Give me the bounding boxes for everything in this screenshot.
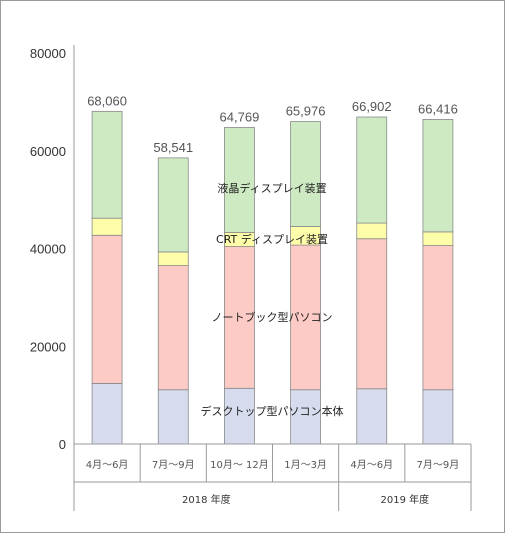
x-category-label: 4月～6月 bbox=[350, 459, 393, 471]
bar-segment bbox=[91, 217, 123, 236]
series-label: CRT ディスプレイ装置 bbox=[216, 232, 328, 246]
x-category-label: 1月～3月 bbox=[284, 459, 327, 471]
bar-total-label: 64,769 bbox=[220, 109, 260, 124]
series-label: 液晶ディスプレイ装置 bbox=[217, 181, 326, 195]
series-label: ノートブック型パソコン bbox=[212, 310, 333, 324]
y-tick-label: 40000 bbox=[30, 242, 66, 257]
x-category-label: 4月～6月 bbox=[86, 459, 129, 471]
bar-segment bbox=[157, 251, 189, 267]
x-category-label: 10月～ 12月 bbox=[210, 459, 269, 471]
bar-segment bbox=[290, 389, 321, 445]
fiscal-year-label: 2018 年度 bbox=[182, 493, 231, 506]
bar-segment bbox=[290, 244, 321, 391]
bar-segment bbox=[422, 389, 454, 445]
fiscal-year-label: 2019 年度 bbox=[381, 493, 430, 506]
series-label: デスクトップ型パソコン本体 bbox=[201, 404, 344, 418]
bar-segment bbox=[422, 231, 454, 246]
x-category-label: 7月～9月 bbox=[152, 459, 195, 471]
bar-segment bbox=[157, 265, 189, 391]
bar-segment bbox=[356, 388, 388, 445]
bar-segment bbox=[157, 157, 189, 253]
bar-total-label: 66,416 bbox=[418, 101, 458, 116]
bar-segment bbox=[224, 246, 255, 389]
bar-total-label: 66,902 bbox=[352, 99, 392, 114]
bar-segment bbox=[422, 245, 454, 391]
bar-segment bbox=[157, 389, 189, 445]
bar-segment bbox=[356, 116, 388, 224]
bar-segment bbox=[91, 234, 123, 384]
y-tick-label: 20000 bbox=[30, 339, 66, 354]
bar-segment bbox=[290, 121, 321, 227]
x-category-label: 7月～9月 bbox=[417, 459, 460, 471]
bar-segment bbox=[422, 118, 454, 233]
bar-segment bbox=[224, 127, 255, 233]
y-tick-label: 60000 bbox=[30, 144, 66, 159]
bar-total-label: 58,541 bbox=[153, 140, 193, 155]
y-tick-label: 0 bbox=[59, 437, 66, 452]
y-tick-label: 80000 bbox=[30, 46, 66, 61]
bar-segment bbox=[91, 110, 123, 219]
bar-segment bbox=[224, 387, 255, 445]
bar-segment bbox=[356, 222, 388, 240]
bar-total-label: 68,060 bbox=[87, 93, 127, 108]
bar-segment bbox=[356, 238, 388, 390]
bar-total-label: 65,976 bbox=[286, 104, 326, 119]
bar-segment bbox=[91, 382, 123, 445]
